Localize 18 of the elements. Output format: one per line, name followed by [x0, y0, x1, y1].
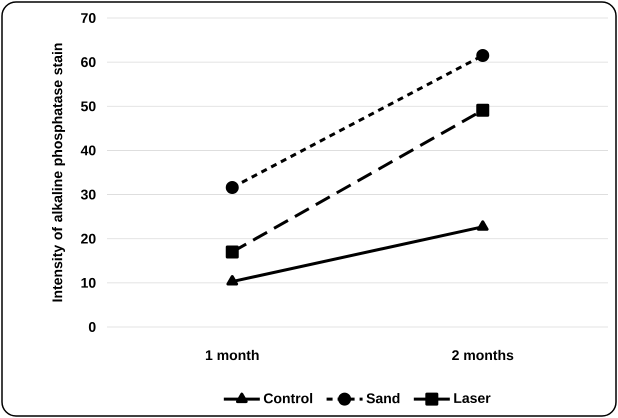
y-tick-label: 40 — [80, 145, 96, 156]
x-tick-label: 1 month — [206, 350, 259, 360]
point — [476, 104, 490, 117]
x-tick-label: 2 months — [452, 350, 514, 360]
y-tick-label: 70 — [81, 13, 96, 23]
y-tick-label: 10 — [81, 278, 96, 288]
y-tick-label: 20 — [81, 234, 96, 244]
point — [226, 245, 239, 258]
point — [226, 181, 239, 194]
legend-label: Laser — [454, 393, 490, 404]
y-axis-title: Intensity of alkaline phosphatase stain — [52, 43, 66, 302]
legend-label: Sand — [366, 392, 400, 404]
y-tick-label: 60 — [81, 57, 96, 68]
legend-label: Control — [264, 392, 312, 404]
y-tick-label: 30 — [80, 190, 96, 200]
point — [476, 49, 490, 62]
y-tick-label: 0 — [88, 322, 96, 332]
y-tick-label: 50 — [80, 101, 96, 112]
